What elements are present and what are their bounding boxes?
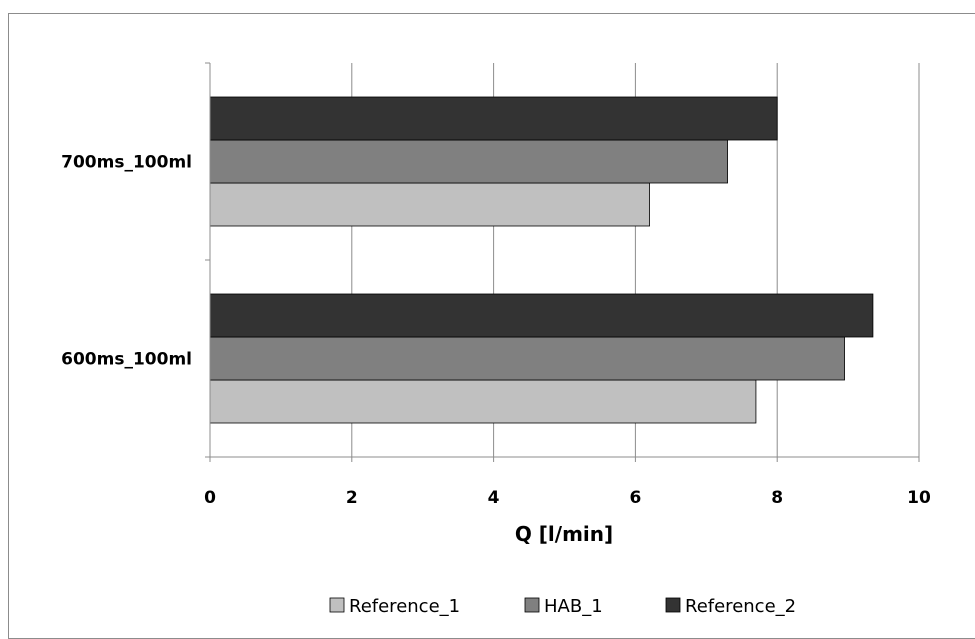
legend-swatch xyxy=(329,597,345,613)
x-tick-label: 8 xyxy=(771,488,783,508)
legend-label: Reference_1 xyxy=(349,596,460,617)
x-tick-label: 6 xyxy=(629,488,641,508)
bar-reference-2 xyxy=(209,293,874,338)
x-tick-label: 2 xyxy=(346,488,358,508)
bar-reference-1 xyxy=(209,182,650,227)
legend-label: Reference_2 xyxy=(685,596,796,617)
legend: Reference_1 HAB_1 Reference_2 xyxy=(329,596,796,617)
bars xyxy=(209,96,874,424)
labels: 0 2 4 6 8 10 600ms_100ml 700ms_100ml xyxy=(61,153,931,509)
bar-reference-2 xyxy=(209,96,778,141)
legend-swatch xyxy=(524,597,540,613)
category-label: 700ms_100ml xyxy=(61,153,192,173)
bar-hab-1 xyxy=(209,139,728,184)
bar-hab-1 xyxy=(209,336,845,381)
x-tick-label: 0 xyxy=(204,488,216,508)
x-axis-title: Q [l/min] xyxy=(515,522,613,546)
axes xyxy=(205,62,920,462)
category-label: 600ms_100ml xyxy=(61,350,192,370)
legend-swatch xyxy=(665,597,681,613)
x-tick-label: 10 xyxy=(907,488,931,508)
x-tick-label: 4 xyxy=(488,488,500,508)
bar-reference-1 xyxy=(209,379,757,424)
legend-label: HAB_1 xyxy=(544,596,603,617)
